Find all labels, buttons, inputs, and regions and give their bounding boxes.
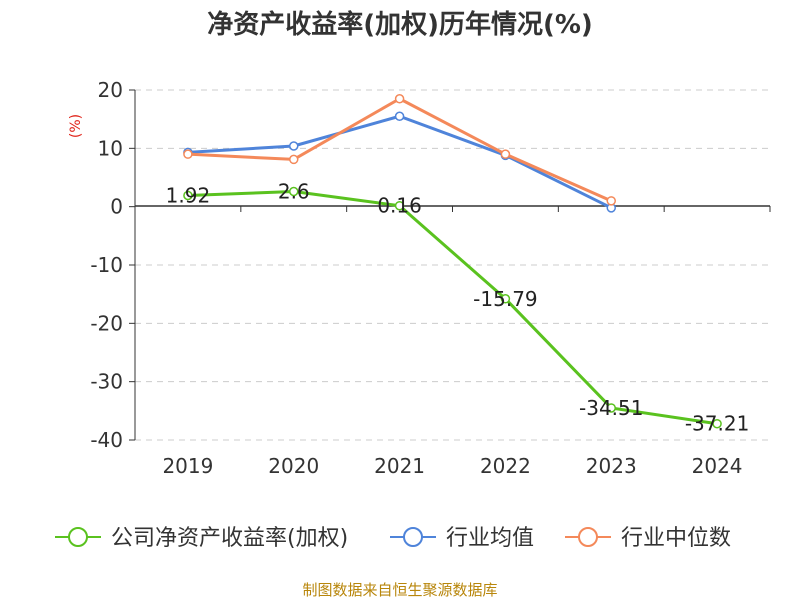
data-point (183, 190, 193, 201)
data-point (289, 154, 299, 165)
data-point (289, 141, 299, 151)
y-tick-label: 10 (98, 136, 123, 160)
x-tick-label: 2021 (374, 454, 425, 478)
legend-marker (403, 527, 423, 547)
data-label: 0.16 (377, 194, 422, 218)
legend-label: 公司净资产收益率(加权) (111, 526, 348, 551)
x-tick-label: 2024 (692, 454, 743, 478)
x-tick-label: 2019 (162, 454, 213, 478)
data-point (606, 196, 616, 206)
data-point (500, 294, 511, 304)
legend-item[interactable]: 行业均值 (390, 526, 534, 551)
data-label: 2.6 (278, 180, 310, 204)
legend[interactable]: 公司净资产收益率(加权) 行业均值 行业中位数 (55, 526, 731, 551)
axis-layer: 20 10 0 -10 -20 -30 -40 2019 2020 2021 2022 2023 202… (90, 78, 771, 478)
legend-label: 行业均值 (446, 526, 534, 551)
x-tick-label: 2020 (268, 454, 319, 478)
data-label: 1.92 (166, 183, 211, 207)
data-point (500, 149, 511, 159)
y-tick-label: 0 (110, 195, 123, 219)
data-label: -34.51 (579, 396, 643, 420)
data-point (712, 418, 722, 429)
data-point (289, 186, 299, 197)
series-layer (183, 94, 722, 429)
legend-marker (578, 527, 598, 547)
data-point (606, 403, 616, 413)
chart-title: 净资产收益率(加权)历年情况(%) (207, 9, 593, 40)
data-point (394, 94, 405, 104)
y-tick-label: -20 (90, 311, 123, 335)
y-tick-label: -30 (90, 370, 123, 394)
data-label: -37.21 (685, 412, 749, 436)
legend-item[interactable]: 公司净资产收益率(加权) (55, 526, 348, 551)
data-label-layer: 1.92 2.6 0.16 -15.79 -34.51 -37.21 (166, 180, 750, 436)
x-tick-label: 2023 (586, 454, 637, 478)
y-tick-label: 20 (98, 78, 123, 102)
y-axis-label: (%) (68, 114, 84, 138)
legend-marker (68, 527, 88, 547)
data-point (183, 149, 193, 159)
legend-item[interactable]: 行业中位数 (565, 526, 731, 551)
data-label: -15.79 (473, 287, 537, 311)
series-line (187, 190, 718, 426)
data-point (394, 200, 405, 211)
x-tick-label: 2022 (480, 454, 531, 478)
legend-label: 行业中位数 (621, 526, 731, 551)
y-tick-label: -10 (90, 253, 123, 277)
data-point (394, 111, 405, 121)
source-note: 制图数据来自恒生聚源数据库 (302, 581, 497, 599)
grid-layer (135, 89, 770, 441)
y-tick-label: -40 (90, 428, 123, 452)
